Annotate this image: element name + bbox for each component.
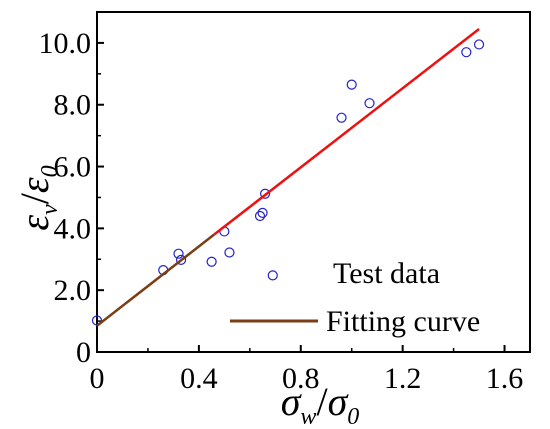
- y-label-den: ε: [12, 177, 57, 193]
- y-label-main-sub: v: [37, 204, 63, 215]
- test-data-point: [175, 254, 187, 265]
- fitting-curve-segment: [96, 233, 215, 327]
- x-label-main-sub: w: [300, 404, 316, 429]
- test-data-point: [173, 248, 184, 259]
- y-label-sep: /: [12, 192, 57, 204]
- plot-border: [96, 11, 531, 353]
- x-label-den: σ: [328, 379, 349, 424]
- test-data-point: [224, 247, 235, 258]
- test-data-point: [346, 79, 357, 90]
- test-data-point: [206, 256, 217, 267]
- svg-text:εv/ε0: εv/ε0: [12, 165, 63, 230]
- chart-marks: [91, 28, 485, 327]
- fitting-curve-extension: [213, 28, 480, 236]
- plot-frame: [96, 11, 531, 353]
- y-label-main: ε: [12, 215, 57, 231]
- y-tick-label: 10.0: [39, 27, 92, 60]
- x-label-den-sub: 0: [347, 404, 359, 429]
- y-tick-label: 6.0: [54, 151, 92, 184]
- x-label-main: σ: [281, 379, 302, 424]
- axis-ticks: [96, 41, 506, 353]
- test-data-point: [473, 39, 485, 50]
- test-data-point: [257, 207, 268, 219]
- y-tick-label: 8.0: [54, 89, 92, 122]
- x-axis-label: σw/σ0: [281, 379, 360, 429]
- legend-label-fitting-curve: Fitting curve: [326, 305, 480, 338]
- y-axis-label: εv/ε0: [12, 165, 63, 230]
- svg-text:σw/σ0: σw/σ0: [281, 379, 360, 429]
- x-tick-label: 1.2: [384, 362, 422, 395]
- x-tick-label: 0.8: [282, 362, 320, 395]
- y-tick-label: 2.0: [54, 274, 92, 307]
- legend: Test data Fitting curve: [230, 257, 480, 338]
- test-data-point: [336, 112, 347, 123]
- x-label-sep: /: [316, 379, 328, 424]
- y-tick-label: 0: [76, 336, 91, 369]
- test-data-point: [254, 210, 266, 222]
- x-tick-label: 1.6: [486, 362, 524, 395]
- test-data-point: [260, 188, 271, 199]
- test-data-point: [267, 270, 278, 281]
- x-tick-label: 0.4: [180, 362, 218, 395]
- axis-tick-labels: 0 0.4 0.8 1.2 1.6 0 2.0 4.0 6.0 8.0 10.0: [39, 27, 524, 395]
- y-label-den-sub: 0: [37, 165, 63, 177]
- test-data-point: [364, 98, 375, 109]
- legend-label-test-data: Test data: [333, 257, 440, 290]
- test-data-point: [461, 47, 472, 58]
- y-tick-label: 4.0: [54, 212, 92, 245]
- x-tick-label: 0: [90, 362, 105, 395]
